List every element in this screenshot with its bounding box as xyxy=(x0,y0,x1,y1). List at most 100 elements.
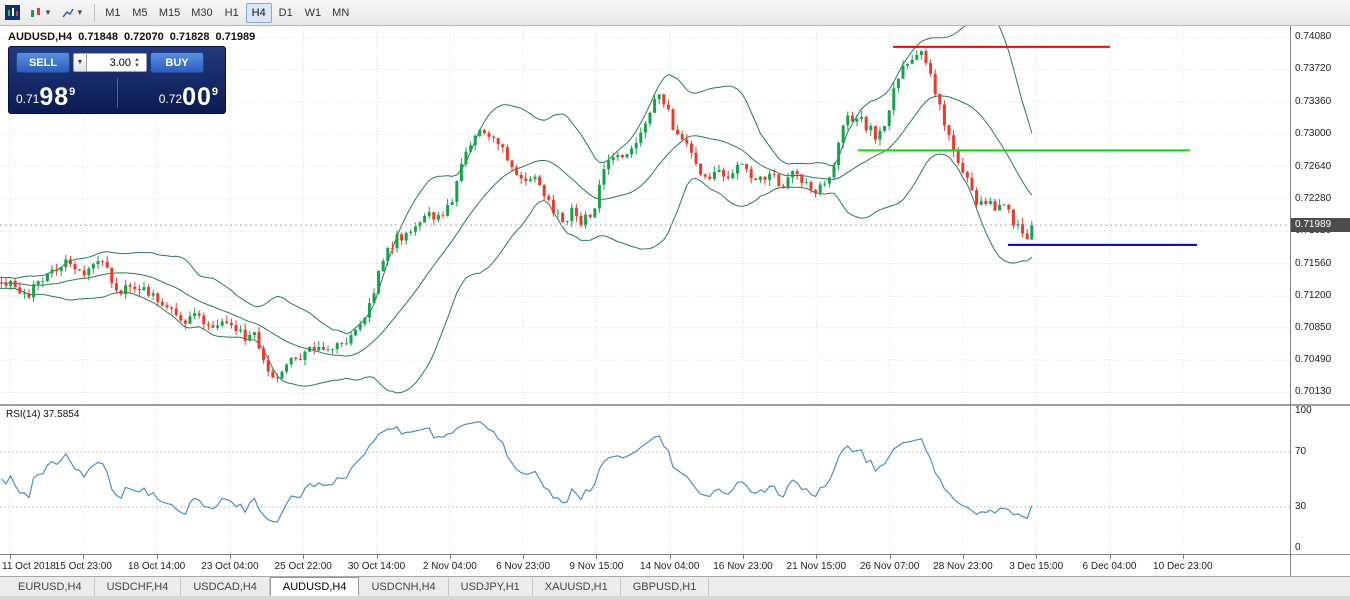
price-axis-label: 0.73720 xyxy=(1295,63,1332,75)
line-tool-icon xyxy=(62,8,74,17)
time-axis-label: 3 Dec 15:00 xyxy=(1009,561,1064,572)
time-axis-label: 21 Nov 15:00 xyxy=(786,561,847,572)
price-chart-canvas[interactable] xyxy=(0,26,1290,404)
time-axis-label: 10 Dec 23:00 xyxy=(1153,561,1213,572)
time-axis-label: 9 Nov 15:00 xyxy=(569,561,624,572)
sell-price-small: 0.71 xyxy=(16,92,40,106)
bollinger-bands xyxy=(0,26,1033,394)
stepper-up-icon[interactable]: ▲ xyxy=(134,56,140,63)
time-axis-label: 6 Nov 23:00 xyxy=(496,561,551,572)
time-axis-label: 23 Oct 04:00 xyxy=(201,561,259,572)
rsi-chart-canvas[interactable] xyxy=(0,406,1290,554)
time-axis-label: 11 Oct 2018 xyxy=(2,561,56,572)
symbol-label: AUDUSD,H4 xyxy=(8,31,73,43)
sell-price-sup: 9 xyxy=(69,86,76,98)
time-tick xyxy=(449,555,451,559)
time-axis-label: 26 Nov 07:00 xyxy=(859,561,920,572)
price-axis-label: 0.70850 xyxy=(1295,321,1332,333)
tab-eurusd-h4[interactable]: EURUSD,H4 xyxy=(6,578,95,596)
chart-type-button[interactable]: ▼ xyxy=(25,3,56,23)
timeframe-button-d1[interactable]: D1 xyxy=(278,6,293,19)
volume-input[interactable] xyxy=(87,56,131,69)
time-tick xyxy=(889,555,891,559)
price-axis-label: 0.71560 xyxy=(1295,257,1332,269)
price-axis-label: 0.74080 xyxy=(1295,30,1332,42)
tab-usdcad-h4[interactable]: USDCAD,H4 xyxy=(181,578,270,596)
price-axis-label: 0.70130 xyxy=(1295,386,1332,398)
sell-button[interactable]: SELL xyxy=(16,52,70,73)
candlestick-icon xyxy=(31,7,40,17)
time-tick xyxy=(1182,555,1184,559)
stepper-down-icon[interactable]: ▼ xyxy=(134,62,140,69)
horizontal-lines xyxy=(858,45,1197,246)
axis-time-separator xyxy=(1291,554,1350,555)
time-axis-label: 6 Dec 04:00 xyxy=(1082,561,1137,572)
time-tick xyxy=(83,555,85,559)
rsi-axis-label: 30 xyxy=(1295,500,1307,512)
time-tick xyxy=(303,555,305,559)
axis-splitter xyxy=(1291,404,1350,406)
buy-price-sup: 9 xyxy=(211,86,218,98)
time-axis-label: 2 Nov 04:00 xyxy=(422,561,477,572)
buy-button[interactable]: BUY xyxy=(150,52,204,73)
price-axis-label: 0.73000 xyxy=(1295,128,1332,140)
tab-audusd-h4[interactable]: AUDUSD,H4 xyxy=(269,577,360,596)
price-axis-label: 0.73360 xyxy=(1295,95,1332,107)
time-axis-label: 18 Oct 14:00 xyxy=(127,561,186,572)
panel-divider xyxy=(117,78,118,108)
price-axis-label: 0.72640 xyxy=(1295,160,1332,172)
pane-splitter[interactable] xyxy=(0,404,1290,406)
time-tick xyxy=(669,555,671,559)
tab-usdjpy-h1[interactable]: USDJPY,H1 xyxy=(449,578,533,596)
current-price-badge: 0.71989 xyxy=(1291,218,1350,233)
status-strip xyxy=(0,596,1350,600)
time-tick xyxy=(743,555,744,559)
timeframe-group: M1 M5 M15 M30 H1 H4 D1 W1 MN xyxy=(100,2,355,23)
time-tick xyxy=(816,555,818,559)
open-value: 0.71848 xyxy=(78,31,118,43)
chevron-down-icon: ▼ xyxy=(76,59,84,66)
toolbar: ▼ ▼ M1 M5 M15 M30 H1 H4 D1 W1 MN xyxy=(0,0,1350,26)
chevron-down-icon: ▼ xyxy=(44,8,52,17)
time-tick xyxy=(156,555,158,559)
buy-price-big: 00 xyxy=(182,83,212,111)
timeframe-button-m30[interactable]: M30 xyxy=(191,6,213,19)
close-value: 0.71989 xyxy=(215,31,256,43)
tab-gbpusd-h1[interactable]: GBPUSD,H1 xyxy=(621,578,710,596)
time-axis-label: 25 Oct 22:00 xyxy=(274,561,332,572)
tab-xauusd-h1[interactable]: XAUUSD,H1 xyxy=(533,578,621,596)
price-chart[interactable]: AUDUSD,H4 0.71848 0.72070 0.71828 0.71989 SE… xyxy=(0,26,1290,404)
timeframe-button-m5[interactable]: M5 xyxy=(132,6,148,19)
timeframe-button-h4[interactable]: H4 xyxy=(245,2,272,23)
volume-dropdown-button[interactable]: ▼ xyxy=(73,53,87,72)
rsi-axis-label: 100 xyxy=(1295,405,1312,416)
time-tick xyxy=(1109,555,1111,559)
timeframe-button-w1[interactable]: W1 xyxy=(304,6,322,19)
toolbar-separator xyxy=(93,3,95,22)
buy-price-small: 0.72 xyxy=(158,92,183,106)
timeframe-button-mn[interactable]: MN xyxy=(332,6,350,19)
sell-price: 0.71 98 9 xyxy=(16,76,117,110)
time-axis-label: 16 Nov 23:00 xyxy=(713,561,773,572)
time-tick xyxy=(596,555,598,559)
low-value: 0.71828 xyxy=(169,31,210,43)
one-click-trading-panel: SELL ▼ ▲ ▼ BUY 0.71 xyxy=(8,46,226,114)
rsi-indicator-pane[interactable]: RSI(14) 37.5854 xyxy=(0,406,1290,554)
price-axis-label: 0.70490 xyxy=(1295,354,1332,366)
time-axis-label: 30 Oct 14:00 xyxy=(347,561,406,572)
chart-window-icon xyxy=(3,4,21,22)
tab-usdcnh-h4[interactable]: USDCNH,H4 xyxy=(359,578,449,596)
time-axis[interactable]: 11 Oct 2018 15 Oct 23:00 18 Oct 14:00 23 Oc… xyxy=(0,554,1290,576)
time-axis-label: 14 Nov 04:00 xyxy=(639,561,700,572)
timeframe-button-h1[interactable]: H1 xyxy=(224,6,239,19)
chevron-down-icon: ▼ xyxy=(75,8,84,17)
tab-usdchf-h4[interactable]: USDCHF,H4 xyxy=(95,578,182,596)
timeframe-button-m1[interactable]: M1 xyxy=(105,6,121,19)
price-axis-label: 0.71200 xyxy=(1295,290,1332,302)
zoom-tools-button[interactable]: ▼ xyxy=(57,3,88,23)
price-axis[interactable]: 0.71989 0.74080 0.73720 0.73360 0.73000 0.72… xyxy=(1290,26,1350,576)
time-tick xyxy=(523,555,525,559)
volume-stepper[interactable]: ▲ ▼ xyxy=(131,57,143,69)
timeframe-button-m15[interactable]: M15 xyxy=(158,6,181,19)
